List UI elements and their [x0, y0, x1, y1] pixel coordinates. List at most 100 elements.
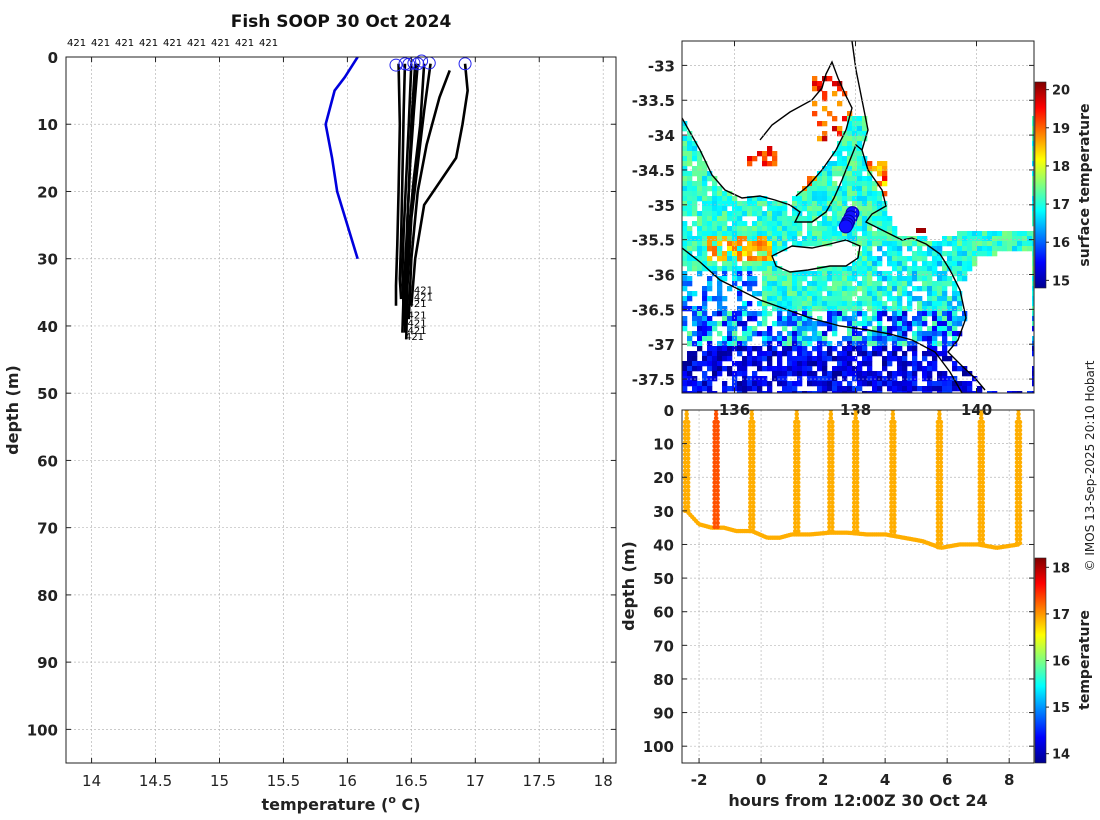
depth-time-point: [1017, 448, 1023, 453]
sst-pixel: [842, 286, 848, 292]
sst-pixel: [857, 156, 863, 162]
sst-pixel: [852, 386, 858, 392]
depth-time-point: [977, 444, 982, 449]
sst-pixel: [767, 251, 773, 257]
sst-pixel: [717, 331, 723, 337]
sst-pixel: [747, 231, 753, 237]
sst-pixel: [952, 386, 958, 392]
sst-pixel: [857, 336, 863, 342]
sst-pixel: [862, 351, 868, 357]
depth-time-point: [892, 423, 897, 429]
sst-pixel: [882, 271, 888, 277]
sst-pixel: [742, 306, 748, 312]
sst-pixel: [757, 261, 763, 267]
sst-pixel: [887, 296, 893, 302]
sst-pixel: [867, 226, 873, 232]
depth-time-point: [715, 508, 720, 514]
sst-pixel: [757, 321, 763, 327]
sst-pixel: [862, 376, 868, 382]
sst-pixel: [932, 261, 938, 267]
sst-pixel: [917, 236, 923, 242]
sst-pixel: [687, 336, 693, 342]
sst-pixel: [862, 186, 868, 192]
sst-pixel: [782, 391, 788, 393]
depth-time-point: [938, 432, 944, 437]
depth-time-point: [715, 427, 720, 433]
sst-pixel: [722, 191, 728, 197]
sst-pixel: [697, 271, 703, 277]
depth-time-point: [712, 504, 717, 510]
sst-pixel: [857, 196, 863, 202]
sst-pixel: [682, 211, 688, 217]
sst-pixel: [812, 81, 818, 87]
sst-pixel: [867, 236, 873, 242]
sst-pixel: [927, 286, 933, 292]
sst-pixel: [847, 346, 853, 352]
sst-pixel: [827, 376, 833, 382]
sst-pixel: [712, 226, 718, 232]
depth-time-point: [830, 524, 835, 530]
sst-pixel: [792, 201, 798, 207]
sst-pixel: [742, 226, 748, 232]
sst-pixel: [957, 276, 963, 282]
depth-time-point: [855, 452, 860, 457]
sst-pixel: [1032, 296, 1034, 302]
sst-pixel: [807, 356, 813, 362]
depth-time-point: [1017, 427, 1023, 433]
sst-pixel: [737, 271, 743, 277]
sst-pixel: [692, 171, 698, 177]
sst-pixel: [922, 271, 928, 277]
sst-pixel: [872, 296, 878, 302]
depth-time-gridlines: [682, 409, 1034, 763]
sst-pixel: [767, 291, 773, 297]
sst-pixel: [687, 196, 693, 202]
depth-time-point: [796, 427, 801, 433]
sst-pixel: [917, 296, 923, 302]
depth-time-point: [827, 423, 832, 429]
sst-pixel: [822, 96, 828, 102]
depth-time-point: [682, 496, 688, 501]
sst-pixel: [707, 231, 713, 237]
temperature-colorbar-tick-label: 18: [1052, 561, 1070, 576]
sst-pixel: [717, 221, 723, 227]
depth-time-point: [892, 476, 897, 481]
sst-pixel: [862, 206, 868, 212]
sst-pixel: [782, 376, 788, 382]
sst-pixel: [952, 266, 958, 272]
sst-pixel: [972, 241, 978, 247]
sst-pixel: [922, 386, 928, 392]
sst-pixel: [882, 211, 888, 217]
temperature-colorbar-tick-label: 14: [1052, 748, 1070, 763]
sst-pixel: [682, 366, 688, 372]
depth-time-point: [1014, 423, 1020, 429]
sst-pixel: [682, 326, 688, 332]
sst-pixel: [947, 306, 953, 312]
sst-pixel: [802, 301, 808, 307]
sst-pixel: [707, 221, 713, 227]
sst-pixel: [927, 251, 933, 257]
sst-pixel: [772, 371, 778, 377]
depth-time-point: [851, 436, 857, 441]
sst-pixel: [777, 331, 783, 337]
depth-time-point: [977, 516, 982, 522]
depth-time-point: [686, 432, 691, 437]
sst-pixel: [947, 341, 953, 347]
sst-pixel: [857, 206, 863, 212]
profile-line-p5: [403, 63, 426, 333]
depth-time-point: [892, 480, 897, 485]
depth-time-point: [1014, 532, 1020, 538]
sst-pixel: [792, 221, 798, 227]
depth-time-point: [1014, 436, 1020, 441]
sst-pixel: [817, 231, 823, 237]
sst-pixel: [937, 291, 943, 297]
depth-time-point: [686, 440, 691, 445]
depth-time-point: [686, 472, 691, 477]
sst-pixel: [897, 316, 903, 322]
sst-pixel: [1032, 196, 1034, 202]
sst-pixel: [842, 176, 848, 182]
sst-pixel: [737, 341, 743, 347]
depth-time-point: [682, 464, 688, 469]
sst-pixel: [697, 391, 703, 393]
sst-pixel: [807, 336, 813, 342]
sst-pixel: [707, 281, 713, 287]
